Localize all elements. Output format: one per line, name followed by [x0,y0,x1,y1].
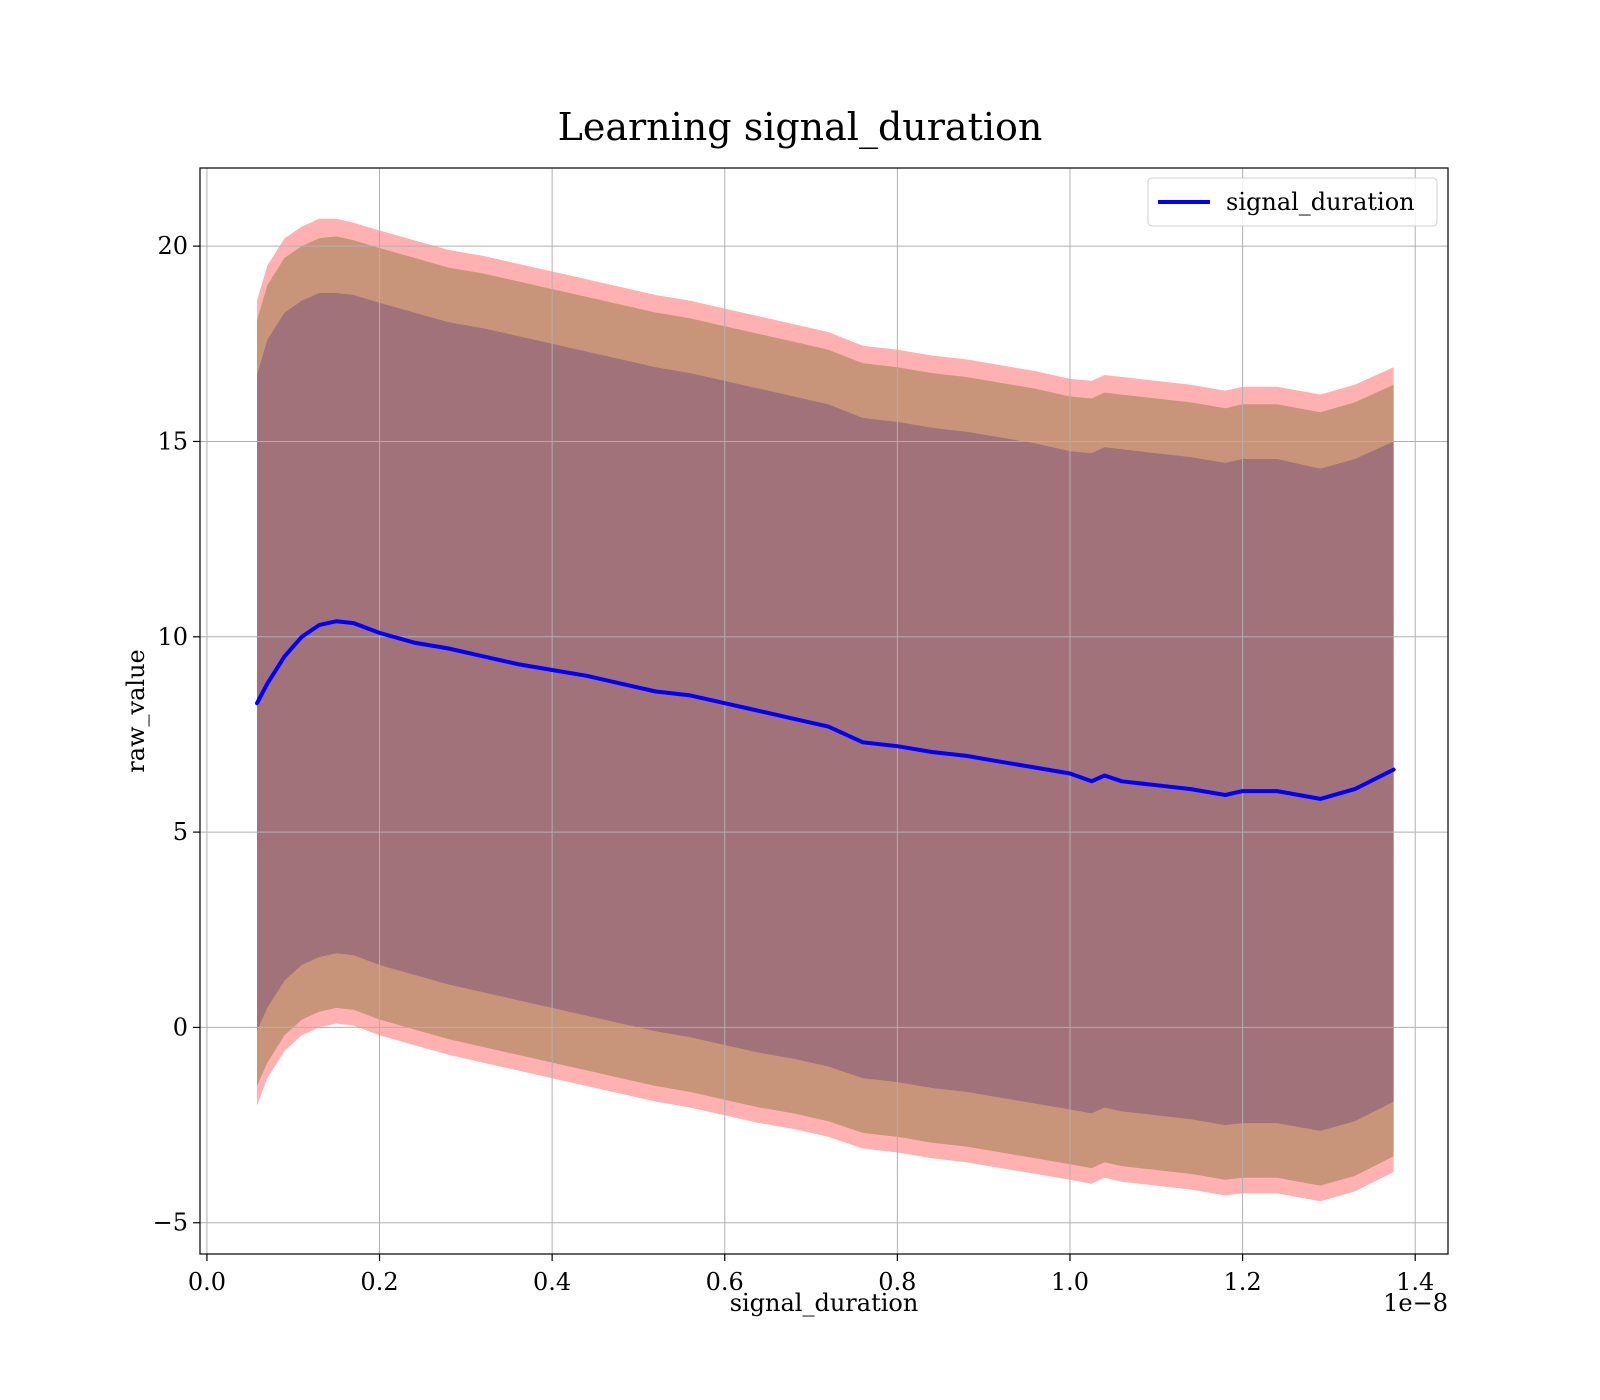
x-tick-label-1: 0.2 [360,1268,398,1296]
x-tick-label-0: 0.0 [188,1268,226,1296]
y-tick-label-0: −5 [153,1209,188,1237]
series-line-signal-duration [255,619,1396,801]
x-tick-label-6: 1.2 [1224,1268,1262,1296]
y-axis-label: raw_value [122,649,150,773]
x-axis-label: signal_duration [730,1289,919,1317]
x-tick-label-3: 0.6 [706,1268,744,1296]
x-tick-label-7: 1.4 [1396,1268,1434,1296]
y-tick-label-4: 15 [157,427,188,455]
legend-box [1147,177,1438,227]
x-tick-label-2: 0.4 [533,1268,571,1296]
y-tick-label-3: 10 [157,623,188,651]
y-tick-label-1: 0 [173,1013,188,1041]
plot-frame [199,167,1449,1255]
x-tick-label-4: 0.8 [878,1268,916,1296]
x-axis-ticks: 0.0 0.2 0.4 0.6 0.8 1.0 1.2 1.4 [188,1254,1434,1296]
data-series [255,619,1396,801]
legend: signal_duration [1147,177,1438,227]
confidence-band-3 [257,293,1394,1131]
grid-lines [200,168,1448,1254]
x-axis-offset-label: 1e−8 [1383,1289,1448,1317]
legend-entry-signal-duration: signal_duration [1226,188,1415,216]
confidence-bands [257,218,1394,1202]
y-tick-label-2: 5 [173,818,188,846]
y-tick-label-5: 20 [157,232,188,260]
y-axis-ticks: −5 0 5 10 15 20 [153,232,200,1237]
chart-title: Learning signal_duration [558,105,1043,150]
x-tick-label-5: 1.0 [1051,1268,1089,1296]
